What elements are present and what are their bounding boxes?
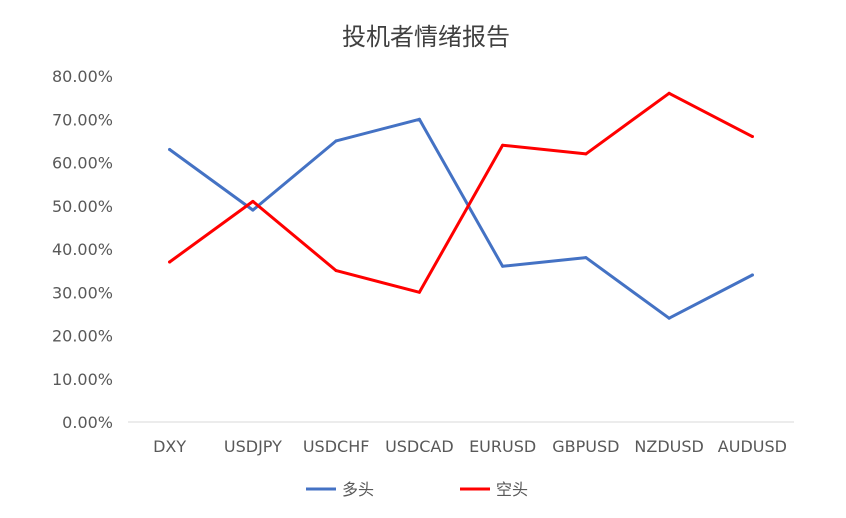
chart-title: 投机者情绪报告 xyxy=(342,23,510,51)
legend-label: 空头 xyxy=(496,480,528,499)
legend: 多头 空头 xyxy=(306,480,528,499)
x-tick-label: AUDUSD xyxy=(718,437,787,456)
series-line-1 xyxy=(168,91,754,294)
data-point xyxy=(501,143,505,147)
data-point xyxy=(750,135,754,139)
x-tick-label: DXY xyxy=(153,437,186,456)
y-tick-label: 10.00% xyxy=(52,370,113,389)
x-tick-label: NZDUSD xyxy=(634,437,703,456)
y-tick-label: 40.00% xyxy=(52,240,113,259)
data-point xyxy=(417,117,421,121)
y-axis: 0.00% 10.00% 20.00% 30.00% 40.00% 50.00% 60.00… xyxy=(52,67,113,432)
data-point xyxy=(667,316,671,320)
data-point xyxy=(750,273,754,277)
data-point xyxy=(417,290,421,294)
plot-area xyxy=(168,91,754,320)
data-point xyxy=(584,152,588,156)
y-tick-label: 20.00% xyxy=(52,327,113,346)
data-point xyxy=(667,91,671,95)
x-tick-label: USDCAD xyxy=(385,437,454,456)
x-tick-label: USDCHF xyxy=(303,437,370,456)
x-tick-label: GBPUSD xyxy=(552,437,619,456)
y-tick-label: 80.00% xyxy=(52,67,113,86)
data-point xyxy=(168,148,172,152)
data-point xyxy=(251,199,255,203)
data-point xyxy=(168,260,172,264)
data-point xyxy=(334,139,338,143)
y-tick-label: 70.00% xyxy=(52,110,113,129)
y-tick-label: 30.00% xyxy=(52,283,113,302)
series-line-0 xyxy=(168,117,754,320)
data-point xyxy=(334,269,338,273)
y-tick-label: 60.00% xyxy=(52,154,113,173)
x-axis: DXY USDJPY USDCHF USDCAD EURUSD GBPUSD NZDUSD A… xyxy=(153,437,787,456)
legend-label: 多头 xyxy=(342,480,374,499)
data-point xyxy=(501,264,505,268)
data-point xyxy=(584,256,588,260)
y-tick-label: 50.00% xyxy=(52,197,113,216)
data-point xyxy=(251,208,255,212)
x-tick-label: USDJPY xyxy=(224,437,282,456)
x-tick-label: EURUSD xyxy=(469,437,536,456)
y-tick-label: 0.00% xyxy=(62,413,113,432)
